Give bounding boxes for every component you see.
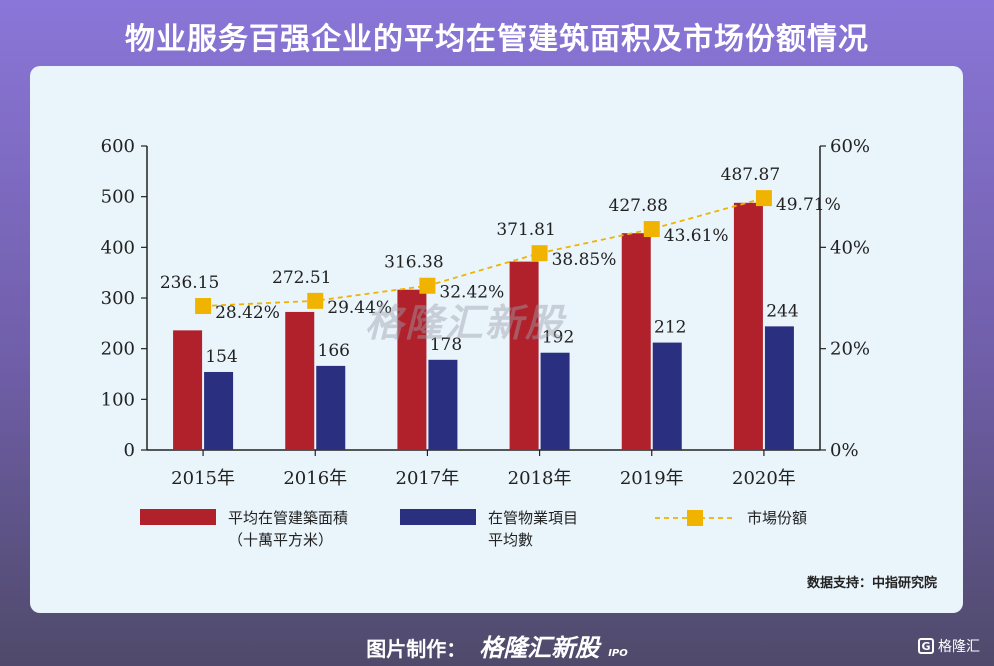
right-tick-label: 0%	[830, 440, 859, 461]
left-tick-label: 500	[101, 187, 135, 208]
footer: 图片制作： 格隆汇新股 IPO	[0, 628, 994, 663]
bar-projects	[204, 371, 234, 450]
share-label: 43.61%	[664, 226, 729, 246]
share-marker	[755, 190, 772, 207]
chart: 0 100 200 300 400 500 600 0% 20% 40% 60% 2015年 2016年…	[101, 136, 870, 549]
share-label: 28.42%	[215, 303, 280, 323]
share-marker	[643, 221, 660, 238]
bar-projects-label: 154	[205, 347, 237, 367]
share-marker	[195, 298, 212, 315]
footer-prefix: 图片制作：	[366, 637, 467, 661]
bar-area-label: 272.51	[272, 268, 331, 288]
bar-area-label: 487.87	[721, 165, 780, 185]
left-tick-label: 0	[124, 440, 135, 461]
bar-area-label: 316.38	[384, 253, 443, 273]
bar-projects-label: 166	[318, 341, 350, 361]
share-marker	[307, 292, 324, 309]
right-tick-label: 40%	[830, 237, 870, 258]
bar-projects	[316, 365, 346, 450]
legend-swatch	[140, 509, 216, 525]
chart-card: 0 100 200 300 400 500 600 0% 20% 40% 60% 2015年 2016年…	[30, 66, 963, 613]
footer-brand: 格隆汇新股	[479, 634, 600, 662]
footer-ipo: IPO	[608, 648, 628, 659]
bar-area	[509, 261, 539, 450]
bar-projects-label: 178	[430, 335, 462, 355]
share-label: 49.71%	[776, 195, 841, 215]
bar-area	[285, 311, 315, 450]
bar-projects	[764, 326, 794, 450]
page-title: 物业服务百强企业的平均在管建筑面积及市场份额情况	[125, 22, 869, 57]
share-label: 32.42%	[439, 283, 504, 303]
legend-label: 市場份額	[747, 509, 807, 527]
share-label: 29.44%	[327, 298, 392, 318]
bar-area-label: 236.15	[160, 273, 219, 293]
corner-logo-text: 格隆汇	[938, 639, 980, 655]
bar-projects-label: 244	[766, 301, 798, 321]
left-tick-label: 600	[101, 136, 135, 157]
x-tick-label: 2019年	[620, 468, 684, 489]
bar-area-label: 427.88	[609, 196, 668, 216]
right-tick-label: 60%	[830, 136, 870, 157]
bar-projects	[652, 342, 682, 450]
left-tick-label: 400	[101, 237, 135, 258]
bar-projects	[428, 359, 458, 450]
share-label: 38.85%	[552, 250, 617, 270]
left-tick-label: 300	[101, 288, 135, 309]
x-tick-label: 2016年	[283, 468, 347, 489]
x-tick-label: 2020年	[732, 468, 796, 489]
bar-area	[397, 289, 427, 450]
x-tick-label: 2015年	[171, 468, 235, 489]
corner-logo: G 格隆汇	[918, 636, 980, 656]
legend-swatch	[400, 509, 476, 525]
legend-label: 平均數	[488, 531, 533, 549]
share-marker	[531, 245, 548, 262]
data-source: 数据支持：中指研究院	[806, 576, 937, 591]
bar-area	[173, 330, 203, 450]
share-line	[203, 197, 765, 307]
left-tick-label: 100	[101, 389, 135, 410]
bar-area	[621, 233, 651, 450]
legend-label: 平均在管建築面積	[228, 509, 348, 527]
g-logo-icon: G	[918, 638, 934, 654]
legend-label: （十萬平方米）	[228, 531, 333, 549]
right-tick-label: 20%	[830, 339, 870, 360]
x-tick-label: 2018年	[508, 468, 572, 489]
bar-projects-label: 212	[654, 318, 686, 338]
legend-label: 在管物業項目	[488, 509, 578, 527]
left-tick-label: 200	[101, 339, 135, 360]
legend-marker-swatch	[687, 510, 703, 526]
bar-area	[733, 202, 763, 450]
watermark: 格隆汇新股	[365, 301, 566, 345]
x-tick-label: 2017年	[396, 468, 460, 489]
bar-area-label: 371.81	[496, 220, 555, 240]
share-marker	[419, 277, 436, 294]
bar-projects-label: 192	[542, 328, 574, 348]
bar-projects	[540, 352, 570, 450]
